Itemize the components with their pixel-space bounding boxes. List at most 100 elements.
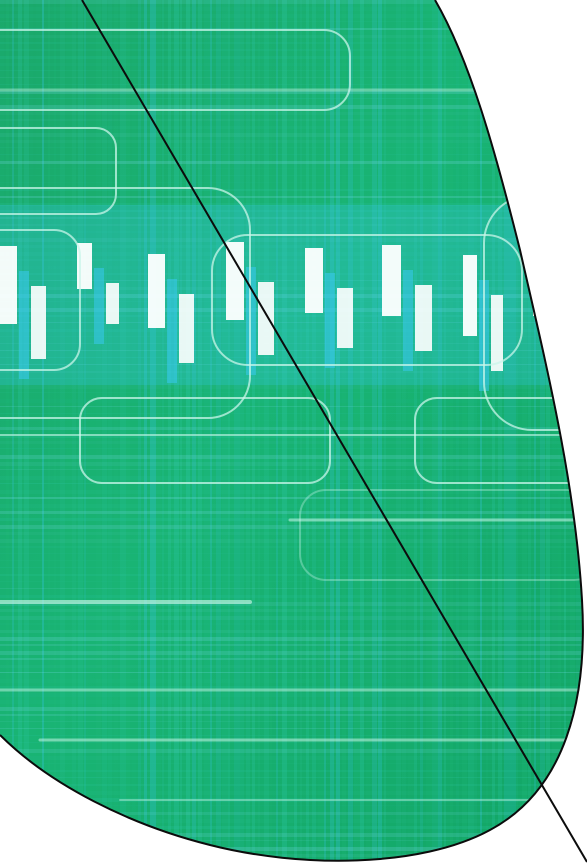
texture-hstripe xyxy=(0,833,583,837)
texture-hstripe xyxy=(0,140,583,143)
texture-hstripe xyxy=(0,511,583,514)
texture-hstripe xyxy=(0,672,583,673)
texture-hstripe xyxy=(0,840,583,841)
bar-shadow xyxy=(94,268,104,344)
texture-hstripe xyxy=(0,210,583,212)
texture-hstripe xyxy=(0,630,583,633)
texture-hstripe xyxy=(0,784,583,786)
texture-hstripe xyxy=(0,329,583,332)
texture-hstripe xyxy=(0,98,583,99)
bar-shadow xyxy=(19,271,29,379)
texture-vstripe xyxy=(516,0,518,861)
texture-hstripe xyxy=(0,455,583,459)
texture-vstripe xyxy=(378,0,382,861)
texture-vstripe xyxy=(420,0,423,861)
texture-vstripe xyxy=(552,0,558,861)
texture-hstripe xyxy=(0,35,583,38)
texture-vstripe xyxy=(18,0,22,861)
texture-hstripe xyxy=(0,658,583,660)
texture-vstripe xyxy=(366,0,370,861)
white-bar xyxy=(337,288,353,348)
texture-hstripe xyxy=(0,266,583,269)
texture-hstripe xyxy=(0,350,583,351)
texture-vstripe xyxy=(450,0,453,861)
texture-vstripe xyxy=(360,0,364,861)
texture-hstripe xyxy=(0,805,583,806)
texture-hstripe xyxy=(0,21,583,22)
texture-vstripe xyxy=(114,0,118,861)
texture-hstripe xyxy=(0,105,583,109)
texture-hstripe xyxy=(0,602,583,606)
texture-vstripe xyxy=(342,0,346,861)
texture-vstripe xyxy=(42,0,44,861)
texture-vstripe xyxy=(174,0,179,861)
texture-hstripe xyxy=(0,70,583,71)
texture-vstripe xyxy=(84,0,86,861)
texture-hstripe xyxy=(0,462,583,466)
texture-hstripe xyxy=(0,665,583,668)
texture-hstripe xyxy=(0,714,583,716)
texture-vstripe xyxy=(180,0,182,861)
texture-vstripe xyxy=(456,0,459,861)
texture-vstripe xyxy=(90,0,96,861)
texture-vstripe xyxy=(576,0,581,861)
white-bar xyxy=(491,295,503,371)
texture-hstripe xyxy=(0,91,583,94)
texture-hstripe xyxy=(0,168,583,169)
texture-hstripe xyxy=(0,749,583,753)
texture-vstripe xyxy=(132,0,136,861)
texture-vstripe xyxy=(12,0,14,861)
texture-vstripe xyxy=(384,0,386,861)
texture-vstripe xyxy=(210,0,212,861)
texture-hstripe xyxy=(0,413,583,414)
texture-hstripe xyxy=(0,735,583,736)
texture-hstripe xyxy=(0,301,583,302)
texture-vstripe xyxy=(540,0,545,861)
texture-vstripe xyxy=(582,0,583,861)
texture-vstripe xyxy=(198,0,202,861)
texture-vstripe xyxy=(474,0,477,861)
texture-vstripe xyxy=(60,0,65,861)
texture-vstripe xyxy=(96,0,101,861)
texture-hstripe xyxy=(0,616,583,620)
bar-shadow xyxy=(167,279,177,383)
texture-hstripe xyxy=(0,63,583,66)
texture-vstripe xyxy=(144,0,147,861)
texture-vstripe xyxy=(48,0,50,861)
texture-hstripe xyxy=(0,595,583,598)
texture-vstripe xyxy=(0,0,4,861)
texture-hstripe xyxy=(0,574,583,576)
texture-vstripe xyxy=(330,0,334,861)
texture-hstripe xyxy=(0,560,583,561)
texture-vstripe xyxy=(570,0,575,861)
texture-vstripe xyxy=(270,0,272,861)
texture-hstripe xyxy=(0,812,583,815)
texture-hstripe xyxy=(0,581,583,582)
texture-hstripe xyxy=(0,679,583,683)
texture-vstripe xyxy=(102,0,107,861)
texture-vstripe xyxy=(36,0,40,861)
texture-vstripe xyxy=(408,0,414,861)
texture-vstripe xyxy=(444,0,446,861)
white-bar xyxy=(226,242,244,320)
texture-vstripe xyxy=(186,0,190,861)
texture-vstripe xyxy=(150,0,156,861)
texture-hstripe xyxy=(0,448,583,449)
texture-hstripe xyxy=(0,609,583,612)
texture-hstripe xyxy=(0,539,583,543)
texture-vstripe xyxy=(228,0,230,861)
white-bar xyxy=(0,246,17,324)
texture-hstripe xyxy=(0,7,583,11)
texture-hstripe xyxy=(0,392,583,393)
white-bar xyxy=(106,283,119,324)
texture-vstripe xyxy=(546,0,550,861)
texture-vstripe xyxy=(108,0,112,861)
texture-vstripe xyxy=(246,0,250,861)
texture-hstripe xyxy=(0,49,583,51)
texture-hstripe xyxy=(0,686,583,690)
texture-hstripe xyxy=(0,756,583,760)
texture-vstripe xyxy=(156,0,161,861)
